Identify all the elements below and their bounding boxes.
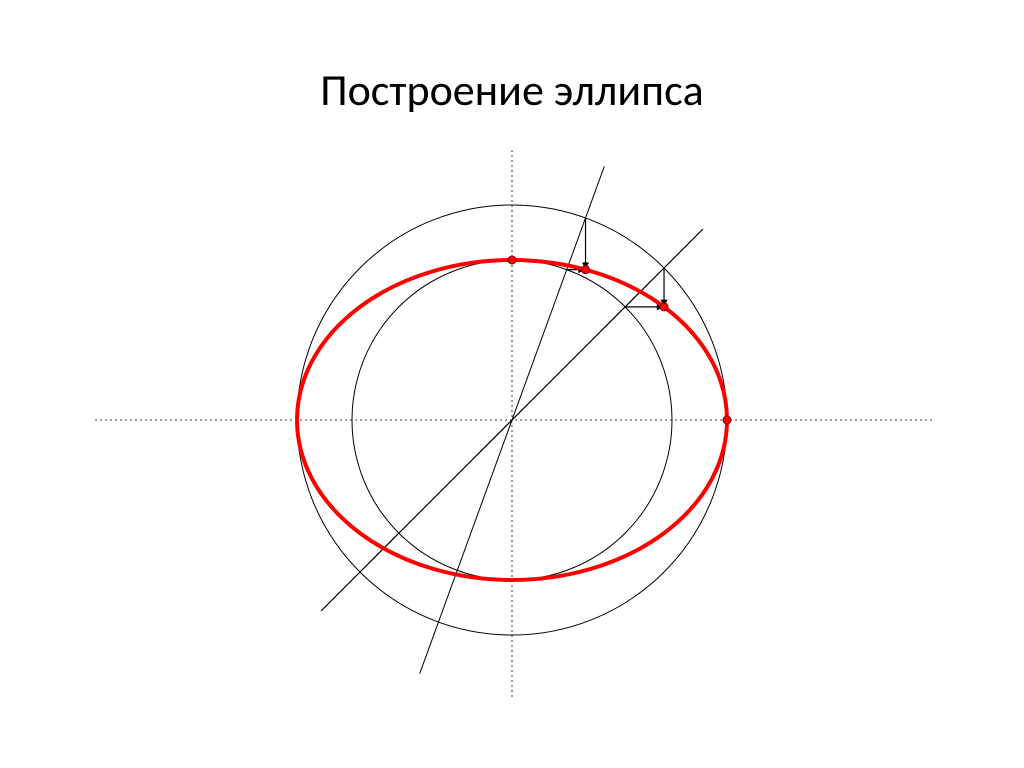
ellipse-point — [582, 266, 590, 274]
ellipse-point — [508, 256, 516, 264]
ellipse-point — [660, 303, 668, 311]
ellipse-point — [723, 416, 731, 424]
ellipse-construction-diagram — [0, 0, 1024, 768]
